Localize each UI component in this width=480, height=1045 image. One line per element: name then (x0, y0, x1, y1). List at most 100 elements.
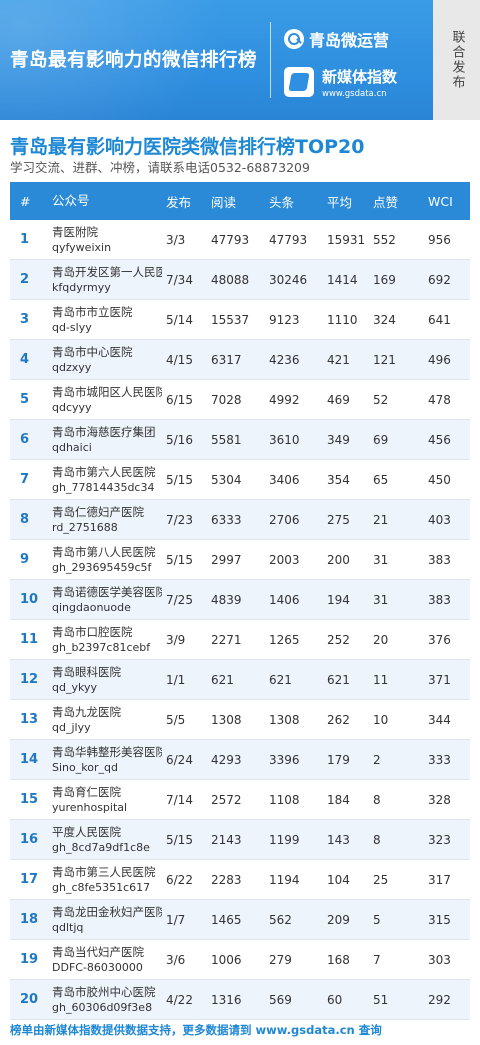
header-likes: 点赞 (373, 194, 399, 210)
account-name: 平度人民医院 (52, 824, 121, 839)
average-cell: 349 (327, 432, 350, 447)
account-id: rd_2751688 (52, 520, 118, 534)
publish-cell: 1/7 (166, 912, 186, 927)
account-name: 青岛诺德医学美容医院 (52, 584, 162, 599)
likes-cell: 8 (373, 792, 381, 807)
table-row: 10 青岛诺德医学美容医院 qingdaonuode 7/25 4839 1406 194 3… (10, 580, 470, 620)
table-row: 14 青岛华韩整形美容医院 Sino_kor_qd 6/24 4293 3396 179 2 3… (10, 740, 470, 780)
rank-cell: 4 (20, 352, 30, 367)
average-cell: 168 (327, 952, 350, 967)
account-cell: 青岛诺德医学美容医院 qingdaonuode (48, 584, 162, 616)
average-cell: 194 (327, 592, 350, 607)
average-cell: 354 (327, 472, 350, 487)
average-cell: 15931 (327, 232, 366, 247)
rank-cell: 13 (20, 712, 39, 727)
wci-cell: 315 (428, 912, 451, 927)
table-header: # 公众号 发布 阅读 头条 平均 点赞 WCI (10, 182, 470, 220)
table-row: 8 青岛仁德妇产医院 rd_2751688 7/23 6333 2706 275 21 403 (10, 500, 470, 540)
wci-cell: 333 (428, 752, 451, 767)
banner-decoration (0, 0, 260, 120)
account-id: gh_8cd7a9df1c8e (52, 840, 150, 854)
account-name: 青岛眼科医院 (52, 664, 121, 679)
publish-cell: 3/3 (166, 232, 186, 247)
header-average: 平均 (327, 194, 353, 210)
account-name: 青医附院 (52, 224, 98, 239)
account-cell: 青岛市口腔医院 gh_b2397c81cebf (48, 624, 162, 656)
account-cell: 青岛仁德妇产医院 rd_2751688 (48, 504, 162, 536)
rank-cell: 8 (20, 512, 30, 527)
average-cell: 469 (327, 392, 350, 407)
footer-note: 榜单由新媒体指数提供数据支持，更多数据请到 www.gsdata.cn 查询 (10, 1023, 382, 1037)
account-cell: 青岛市市立医院 qd-slyy (48, 304, 162, 336)
rank-cell: 15 (20, 792, 39, 807)
account-cell: 青岛市第六人民医院 gh_77814435dc34 (48, 464, 162, 496)
publish-cell: 3/6 (166, 952, 186, 967)
headline-cell: 1199 (269, 832, 300, 847)
headline-cell: 562 (269, 912, 292, 927)
average-cell: 252 (327, 632, 350, 647)
brand1-label: 青岛微运营 (309, 31, 390, 50)
average-cell: 262 (327, 712, 350, 727)
likes-cell: 31 (373, 552, 389, 567)
account-id: qd_jlyy (52, 720, 91, 734)
table-row: 13 青岛九龙医院 qd_jlyy 5/5 1308 1308 262 10 344 (10, 700, 470, 740)
average-cell: 1110 (327, 312, 358, 327)
rank-cell: 11 (20, 632, 39, 647)
rank-cell: 19 (20, 952, 39, 967)
joint-release-tab: 联合发布 (433, 0, 480, 120)
account-cell: 青岛市中心医院 qdzxyy (48, 344, 162, 376)
publish-cell: 6/22 (166, 872, 193, 887)
likes-cell: 121 (373, 352, 396, 367)
page-title: 青岛最有影响力医院类微信排行榜TOP20 (10, 136, 365, 158)
wci-cell: 292 (428, 992, 451, 1007)
brand-qingdao-weiyunying: 青岛微运营 (284, 26, 389, 52)
table-row: 19 青岛当代妇产医院 DDFC-86030000 3/6 1006 279 168 7 303 (10, 940, 470, 980)
wci-cell: 371 (428, 672, 451, 687)
account-name: 青岛当代妇产医院 (52, 944, 144, 959)
publish-cell: 7/23 (166, 512, 193, 527)
likes-cell: 11 (373, 672, 389, 687)
account-id: qdcyyy (52, 400, 92, 414)
average-cell: 621 (327, 672, 350, 687)
brand2-url: www.gsdata.cn (322, 88, 387, 99)
table-row: 2 青岛开发区第一人民医院kfqdyrmyy 7/34 48088 30246 1414 1… (10, 260, 470, 300)
headline-cell: 569 (269, 992, 292, 1007)
wci-cell: 383 (428, 592, 451, 607)
account-id: qdhaici (52, 440, 92, 454)
header-wci: WCI (428, 193, 453, 209)
account-id: qyfyweixin (52, 240, 112, 254)
publish-cell: 5/14 (166, 312, 193, 327)
reads-cell: 47793 (211, 232, 250, 247)
table-row: 3 青岛市市立医院 qd-slyy 5/14 15537 9123 1110 324 641 (10, 300, 470, 340)
account-cell: 青岛九龙医院 qd_jlyy (48, 704, 162, 736)
headline-cell: 621 (269, 672, 292, 687)
average-cell: 179 (327, 752, 350, 767)
wci-cell: 376 (428, 632, 451, 647)
reads-cell: 7028 (211, 392, 242, 407)
table-row: 7 青岛市第六人民医院 gh_77814435dc34 5/15 5304 3406 354… (10, 460, 470, 500)
reads-cell: 1006 (211, 952, 242, 967)
account-id: qingdaonuode (52, 600, 131, 614)
table-row: 12 青岛眼科医院 qd_ykyy 1/1 621 621 621 11 371 (10, 660, 470, 700)
likes-cell: 52 (373, 392, 389, 407)
rank-cell: 9 (20, 552, 30, 567)
account-cell: 青岛龙田金秋妇产医院 qdltjq (48, 904, 162, 936)
table-row: 18 青岛龙田金秋妇产医院 qdltjq 1/7 1465 562 209 5 315 (10, 900, 470, 940)
headline-cell: 9123 (269, 312, 300, 327)
rank-cell: 16 (20, 832, 39, 847)
headline-cell: 3610 (269, 432, 300, 447)
account-name: 青岛华韩整形美容医院 (52, 744, 162, 759)
average-cell: 421 (327, 352, 350, 367)
headline-cell: 1406 (269, 592, 300, 607)
account-name: 青岛市口腔医院 (52, 624, 133, 639)
headline-cell: 1108 (269, 792, 300, 807)
account-name: 青岛育仁医院 (52, 784, 121, 799)
likes-cell: 25 (373, 872, 389, 887)
rank-cell: 10 (20, 592, 39, 607)
page-subtitle: 学习交流、进群、冲榜，请联系电话0532-68873209 (10, 160, 310, 175)
publish-cell: 7/25 (166, 592, 193, 607)
reads-cell: 6317 (211, 352, 242, 367)
account-name: 青岛市第三人民医院 (52, 864, 156, 879)
joint-release-label: 联合发布 (449, 30, 465, 90)
likes-cell: 31 (373, 592, 389, 607)
